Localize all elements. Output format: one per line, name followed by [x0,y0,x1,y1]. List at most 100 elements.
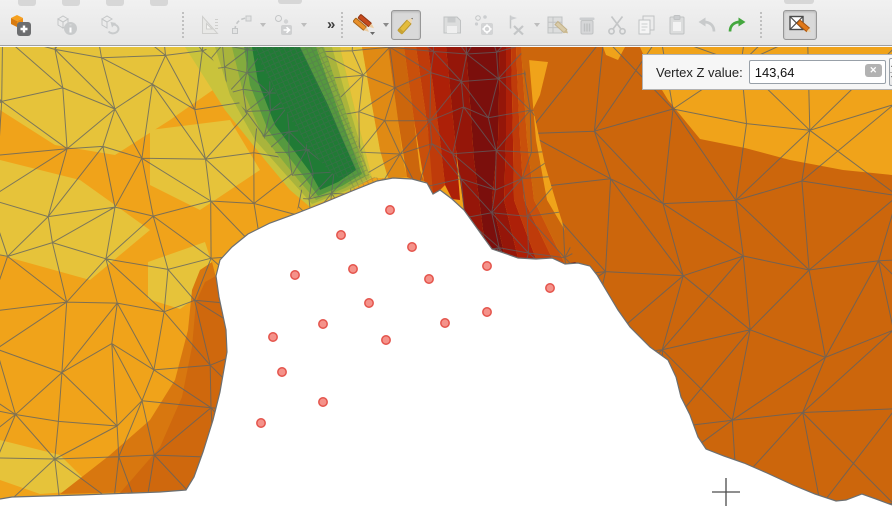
mesh-info-button-group [52,10,82,40]
vertex-marker[interactable] [482,307,492,317]
vertex-z-panel: Vertex Z value: ✕ ▲ ▼ [642,54,892,90]
delete-selected-button[interactable] [572,10,602,40]
vertex-marker[interactable] [364,298,374,308]
pencils-icon [353,13,377,37]
partial-combobox-stub [278,0,302,4]
digitizing-tools-button-dropdown-icon[interactable] [383,23,390,27]
setsquare-icon [198,13,222,37]
vertex-marker[interactable] [256,418,266,428]
save-edits-button[interactable] [437,10,467,40]
mesh-reload-icon [99,13,123,37]
map-canvas[interactable] [0,47,892,528]
vertex-marker[interactable] [424,274,434,284]
partial-icon-stub [18,0,36,6]
copy-button-group [632,10,662,40]
attribute-table-button[interactable] [542,10,572,40]
toolbar-overflow-chevrons[interactable]: » [327,16,336,33]
paste-icon [665,13,689,37]
cursor-crosshair [711,477,741,507]
digitizing-tools-button-group [350,10,390,40]
curve-icon [230,13,254,37]
force-by-selection-button[interactable] [501,10,531,40]
mesh-reload-button[interactable] [96,10,126,40]
vertex-marker[interactable] [381,335,391,345]
vertex-marker[interactable] [348,264,358,274]
toolbar-items: » [0,8,818,42]
select-features-button-dropdown-icon[interactable] [301,23,307,27]
partial-icon-stub [62,0,80,6]
mesh-editing-toolbar: » [0,0,892,46]
spin-up-icon[interactable]: ▲ [889,59,892,73]
edit-pencil-icon [394,13,418,37]
setsquare-measure-button-group [195,10,225,40]
digitize-curve-button-dropdown-icon[interactable] [260,23,266,27]
paste-button-group [662,10,692,40]
mesh-map-svg [0,47,892,507]
add-mesh-icon [9,13,33,37]
add-mesh-layer-button-group [6,10,36,40]
undo-button[interactable] [692,10,722,40]
copy-icon [635,13,659,37]
trash-icon [575,13,599,37]
vertex-marker[interactable] [407,242,417,252]
force-by-selection-button-group [501,10,541,40]
vertex-z-input-wrap: ✕ [748,60,886,84]
toolbar-separator [182,12,186,38]
mesh-info-button[interactable] [52,10,82,40]
partial-icon-stub [150,0,168,6]
toggle-editing-button-group [391,10,422,40]
partial-combobox-stub [784,0,814,4]
vertex-marker[interactable] [268,332,278,342]
select-features-button[interactable] [268,10,298,40]
digitize-curve-button[interactable] [227,10,257,40]
toolbar-separator [341,12,345,38]
vertex-marker[interactable] [290,270,300,280]
redo-button[interactable] [722,10,752,40]
digitize-mesh-button-group [783,10,818,40]
cut-button-group [602,10,632,40]
copy-button[interactable] [632,10,662,40]
clear-text-icon[interactable]: ✕ [864,64,882,77]
undo-button-group [692,10,722,40]
setsquare-measure-button[interactable] [195,10,225,40]
digitize-mesh-icon [787,13,813,37]
vertex-z-label: Vertex Z value: [656,64,743,80]
cut-button[interactable] [602,10,632,40]
vertex-marker[interactable] [318,397,328,407]
vertex-marker[interactable] [277,367,287,377]
vertex-marker[interactable] [545,283,555,293]
vertex-marker[interactable] [440,318,450,328]
vertex-marker[interactable] [318,319,328,329]
digitize-mesh-button[interactable] [783,10,818,40]
vertex-marker[interactable] [385,205,395,215]
add-mesh-layer-button[interactable] [6,10,36,40]
spin-down-icon[interactable]: ▼ [890,73,892,86]
paste-button[interactable] [662,10,692,40]
reindex-mesh-button[interactable] [469,10,499,40]
force-by-selection-button-dropdown-icon[interactable] [534,23,541,27]
toolbar-separator [760,12,764,38]
reindex-mesh-button-group [469,10,499,40]
undo-icon [695,13,719,37]
delete-selected-button-group [572,10,602,40]
vertex-z-input[interactable] [748,60,886,84]
partial-icon-stub [106,0,124,6]
scissors-icon [605,13,629,37]
toggle-editing-button[interactable] [391,10,422,40]
mesh-reload-button-group [96,10,126,40]
vertex-marker[interactable] [336,230,346,240]
save-icon [440,13,464,37]
gear-dots-icon [472,13,496,37]
vertex-z-spinner: ▲ ▼ [888,58,892,86]
vertex-markers [256,205,555,428]
mesh-info-icon [55,13,79,37]
flag-x-icon [504,13,528,37]
digitizing-tools-button[interactable] [350,10,380,40]
table-pencil-icon [545,13,569,37]
vertex-marker[interactable] [482,261,492,271]
save-edits-button-group [437,10,467,40]
mesh-surface [0,47,892,505]
redo-icon [725,13,749,37]
redo-button-group [722,10,752,40]
